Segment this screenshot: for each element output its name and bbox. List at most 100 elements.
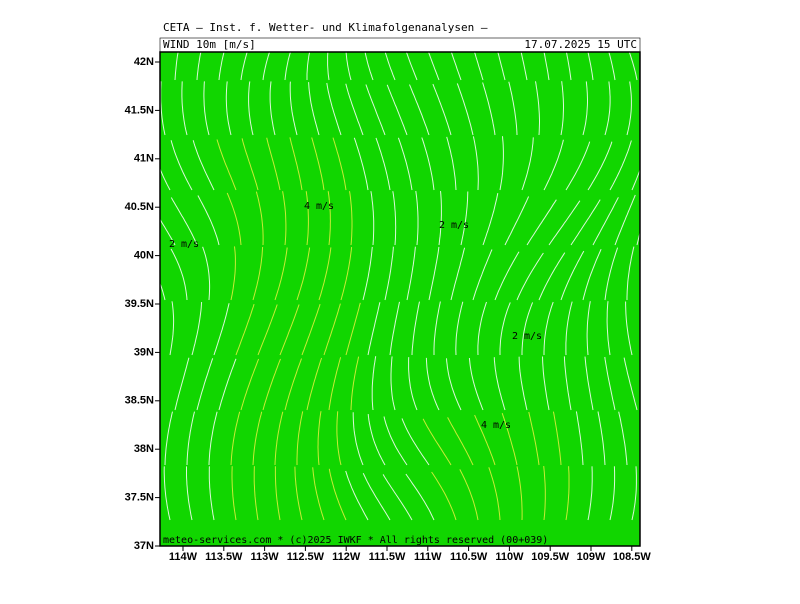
streamline (409, 84, 430, 136)
streamline (345, 83, 364, 136)
streamline (543, 301, 554, 355)
streamline (345, 470, 369, 521)
streamline (468, 357, 484, 411)
streamline (565, 141, 591, 191)
streamline (565, 466, 570, 521)
streamline (308, 82, 320, 136)
streamline (397, 137, 413, 191)
streamline (170, 197, 198, 246)
streamline (160, 218, 176, 246)
streamline (218, 52, 225, 81)
streamline (472, 249, 493, 301)
streamline (274, 466, 281, 521)
streamline (494, 251, 520, 301)
streamline (582, 249, 602, 301)
streamline (274, 411, 284, 466)
streamline (447, 417, 474, 466)
streamline (262, 52, 271, 81)
streamline (587, 466, 593, 521)
streamline (618, 411, 628, 466)
streamline (352, 412, 364, 466)
streamline (362, 246, 373, 301)
streamline (226, 192, 242, 246)
streamline (332, 137, 347, 191)
streamline (631, 466, 637, 521)
lat-label: 38N (134, 443, 154, 455)
streamline (174, 52, 179, 81)
streamline (174, 357, 190, 411)
streamline (582, 81, 588, 136)
streamline (296, 247, 311, 301)
streamline (501, 412, 518, 466)
streamline (623, 357, 638, 411)
streamline (543, 466, 546, 521)
streamline (269, 81, 276, 136)
lon-label: 113W (251, 551, 280, 563)
streamline (472, 136, 479, 191)
streamline (318, 247, 332, 301)
streamline (364, 52, 374, 81)
streamline (384, 52, 396, 81)
streamline (543, 139, 564, 191)
streamline (311, 137, 325, 191)
streamline (305, 191, 309, 246)
streamline (241, 138, 259, 191)
streamline (459, 469, 479, 521)
streamline (282, 191, 287, 246)
streamline (446, 136, 457, 191)
streamline (169, 301, 175, 356)
streamline (345, 302, 361, 356)
streamline (497, 52, 506, 81)
streamline (170, 140, 193, 191)
streamline (294, 466, 303, 521)
streamline (382, 474, 413, 521)
streamline (279, 304, 300, 356)
streamline (231, 466, 237, 521)
streamline (257, 304, 278, 356)
streamline (196, 358, 214, 411)
streamline (538, 252, 566, 301)
streamline (456, 83, 474, 136)
streamline (552, 411, 562, 466)
streamline (526, 199, 557, 246)
streamline (208, 411, 218, 466)
streamline (370, 191, 375, 246)
streamline (350, 356, 360, 411)
header-title: CETA — Inst. f. Wetter- und Klimafolgena… (163, 21, 488, 34)
streamline (438, 191, 442, 246)
streamline (432, 83, 452, 136)
streamline (586, 301, 591, 356)
streamline (296, 411, 304, 465)
streamline (631, 168, 640, 191)
streamline (240, 52, 248, 81)
streamline (345, 52, 352, 81)
streamline (328, 357, 342, 411)
streamline (405, 52, 418, 81)
streamline (327, 191, 331, 246)
streamline (160, 282, 166, 301)
streamline (421, 137, 435, 191)
streamline (592, 197, 619, 246)
streamline (284, 358, 302, 411)
axes: 42N 41.5N 41N 40.5N 40N 39.5N 39N 38.5N 38N 37.5N… (125, 56, 652, 563)
streamline (604, 356, 616, 411)
streamline (609, 140, 632, 191)
streamline (208, 466, 215, 521)
streamline (213, 303, 230, 356)
streamline (191, 301, 203, 356)
streamline (425, 357, 440, 411)
streamline (608, 52, 616, 81)
streamline (415, 191, 419, 246)
lat-label: 39.5N (125, 298, 154, 310)
streamline (604, 247, 619, 301)
streamline (521, 302, 534, 355)
streamline (255, 191, 264, 246)
streamline (431, 471, 457, 521)
lat-label: 37N (134, 540, 154, 552)
streamline (186, 466, 193, 521)
streamline (326, 82, 342, 136)
streamline (197, 195, 220, 246)
streamline (289, 137, 303, 191)
streamline (565, 301, 573, 356)
